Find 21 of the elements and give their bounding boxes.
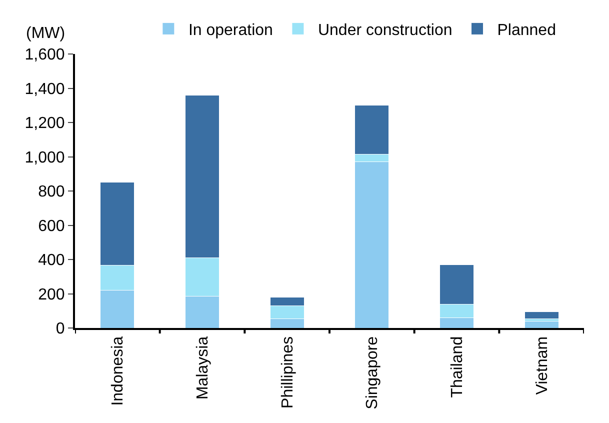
x-tick-label: Thailand xyxy=(448,336,466,398)
x-tick-label: Phillipines xyxy=(279,336,296,408)
y-tick-label: 800 xyxy=(38,184,65,201)
bar xyxy=(524,320,559,328)
legend-label: Under construction xyxy=(318,22,452,39)
x-tick-label: Indonesia xyxy=(110,336,127,406)
y-axis-title: (MW) xyxy=(26,25,66,42)
bar xyxy=(524,311,559,319)
legend-label: In operation xyxy=(188,22,273,39)
x-tick-label: Singapore xyxy=(364,336,382,410)
y-tick-label: 1,400 xyxy=(24,80,65,98)
x-tick-label: Vietnam xyxy=(534,336,551,395)
y-tick-label: 1,000 xyxy=(24,149,65,166)
y-tick-label: 400 xyxy=(38,252,65,270)
y-tick-label: 600 xyxy=(38,218,65,235)
y-tick-label: 200 xyxy=(38,286,65,304)
legend-label: Planned xyxy=(497,22,556,39)
y-tick-label: 1,200 xyxy=(24,115,65,132)
y-tick-label: 1,600 xyxy=(24,46,65,64)
x-tick-label: Malaysia xyxy=(194,336,212,400)
y-tick-label: 0 xyxy=(56,320,65,338)
